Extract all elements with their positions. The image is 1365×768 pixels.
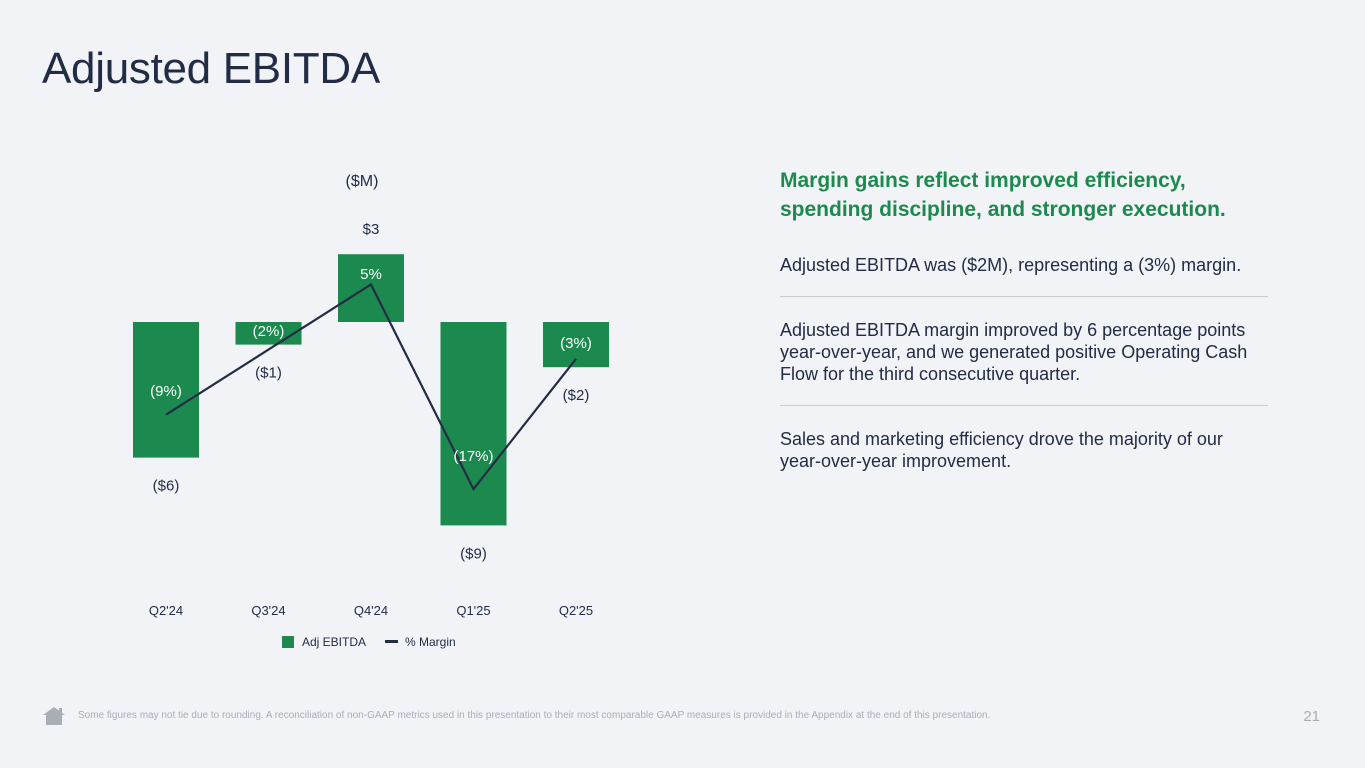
adj-ebitda-chart: ($M) ($6) ($1) $3 ($9) ($2) (9%) (2%) 5% (17%) (3… — [133, 173, 609, 649]
bars-layer — [133, 254, 609, 526]
margin-line — [165, 282, 577, 492]
point-3: Sales and marketing efficiency drove the… — [780, 429, 1223, 471]
bar-value-label: ($1) — [255, 365, 282, 382]
footnote: Some figures may not tie due to rounding… — [78, 710, 991, 721]
x-tick-label: Q3'24 — [251, 603, 285, 618]
margin-label: 5% — [360, 266, 382, 283]
bar-value-label: ($6) — [153, 478, 180, 495]
labels-layer: ($6) ($1) $3 ($9) ($2) (9%) (2%) 5% (17%) (3%) — [150, 221, 592, 562]
headline: Margin gains reflect improved efficiency… — [780, 169, 1226, 221]
x-tick-label: Q4'24 — [354, 603, 388, 618]
x-tick-label: Q1'25 — [456, 603, 490, 618]
point-1: Adjusted EBITDA was ($2M), representing … — [780, 255, 1242, 275]
page-number: 21 — [1303, 708, 1320, 725]
bar-Q1'25 — [440, 322, 507, 526]
x-axis: Q2'24 Q3'24 Q4'24 Q1'25 Q2'25 — [149, 603, 593, 618]
bar-value-label: ($2) — [563, 387, 590, 404]
x-tick-label: Q2'24 — [149, 603, 183, 618]
divider — [780, 405, 1268, 406]
margin-label: (3%) — [560, 335, 592, 352]
legend-swatch-bar — [282, 636, 294, 648]
home-icon[interactable] — [42, 706, 66, 726]
bar-Q2'24 — [133, 322, 199, 458]
margin-label: (9%) — [150, 383, 182, 400]
chart-unit-label: ($M) — [346, 173, 379, 190]
margin-line-layer — [165, 282, 577, 492]
legend-label-bar: Adj EBITDA — [302, 635, 366, 649]
bar-value-label: ($9) — [460, 545, 487, 562]
margin-label: (2%) — [253, 323, 285, 340]
footer: Some figures may not tie due to rounding… — [42, 706, 1332, 726]
divider — [780, 296, 1268, 297]
margin-label: (17%) — [453, 448, 493, 465]
right-panel: Margin gains reflect improved efficiency… — [780, 166, 1268, 472]
x-tick-label: Q2'25 — [559, 603, 593, 618]
bar-Q4'24 — [338, 254, 404, 322]
bar-value-label: $3 — [363, 221, 380, 238]
legend-label-line: % Margin — [405, 635, 456, 649]
legend-swatch-line — [385, 640, 398, 643]
chart-legend: Adj EBITDA % Margin — [282, 635, 456, 649]
point-2: Adjusted EBITDA margin improved by 6 per… — [780, 320, 1248, 384]
slide-title: Adjusted EBITDA — [42, 44, 380, 93]
